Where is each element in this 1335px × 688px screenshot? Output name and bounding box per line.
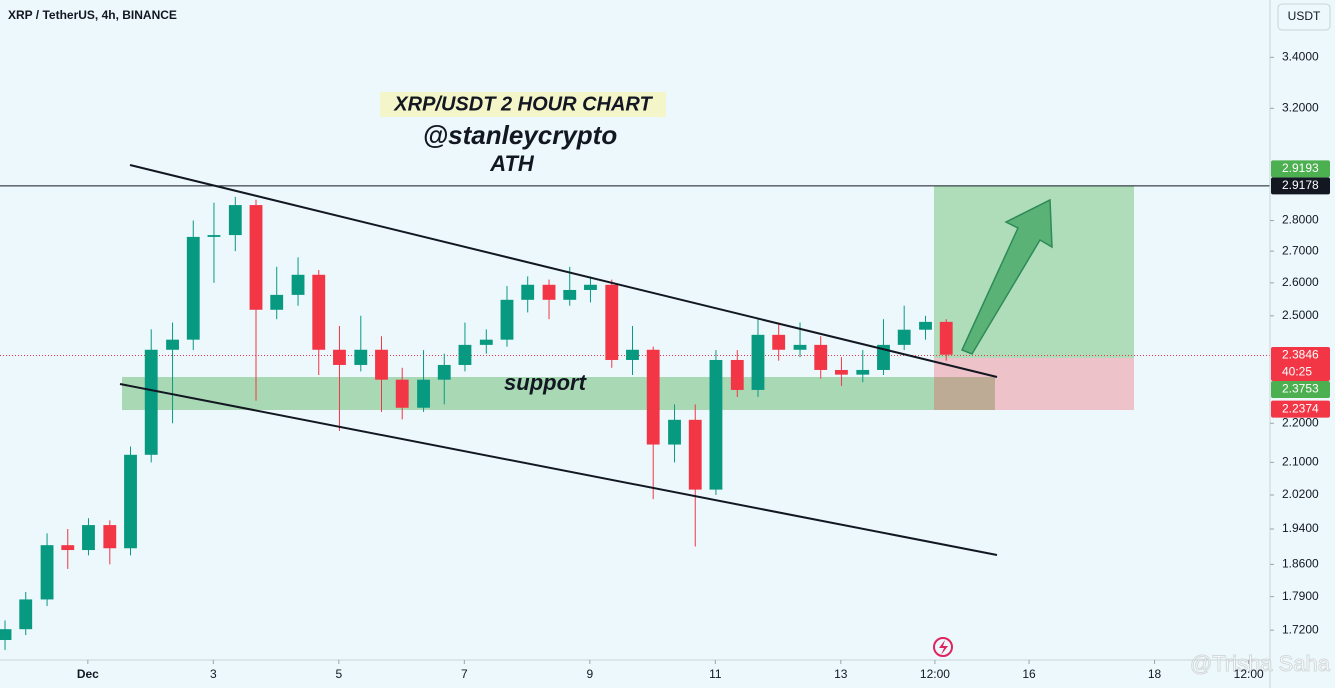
candle-body (354, 349, 368, 365)
candle-body (395, 379, 409, 408)
price-tag (1271, 160, 1330, 178)
candle-body (897, 329, 911, 345)
title-background (380, 92, 666, 117)
candle-body (835, 369, 848, 375)
annotation: XRP/USDT 2 HOUR CHART (393, 93, 653, 115)
candle-body (61, 545, 75, 551)
icon (939, 640, 948, 655)
candle-body (249, 205, 263, 310)
x-tick-label: 12:00 (920, 667, 950, 681)
trend-line (129, 164, 998, 378)
candle-body (0, 629, 12, 640)
candle-body (584, 284, 597, 290)
candle-body (877, 344, 890, 370)
watermark: @Trisha Saha (1190, 651, 1331, 676)
support-zone (122, 377, 995, 410)
currency-button[interactable] (1277, 3, 1331, 31)
candle-body (312, 274, 326, 350)
candle-body (605, 284, 619, 360)
y-tick-label: 2.6000 (1282, 275, 1319, 289)
x-tick-label: 9 (586, 667, 593, 681)
y-tick-label: 2.8000 (1282, 213, 1319, 227)
candle-body (103, 525, 117, 549)
y-tick-label: 3.4000 (1282, 50, 1319, 64)
candle-body (186, 236, 200, 340)
candle-body (709, 359, 723, 490)
price-tag (1271, 347, 1330, 382)
arrow (960, 198, 1053, 355)
candle-body (730, 359, 744, 390)
x-tick-label: 11 (709, 667, 722, 681)
candle-body (563, 289, 577, 300)
price-tag-label: 2.9193 (1282, 161, 1319, 175)
y-tick-label: 2.0200 (1282, 487, 1319, 501)
candle-body (626, 349, 639, 360)
price-tag-label: 2.3846 (1282, 348, 1319, 362)
y-tick-label: 1.8600 (1282, 557, 1319, 571)
currency[interactable]: USDT (1288, 9, 1321, 23)
annotation: @stanleycrypto (423, 120, 618, 150)
candle-body (291, 274, 305, 295)
candle-body (688, 419, 702, 490)
y-tick-label: 2.1000 (1282, 455, 1319, 469)
x-tick-label: 13 (834, 667, 848, 681)
y-tick-label: 2.2000 (1282, 415, 1319, 429)
candle-body (82, 525, 95, 551)
price-tag-label: 2.3753 (1282, 382, 1319, 396)
price-tag (1271, 400, 1330, 418)
x-tick-label: 7 (461, 667, 468, 681)
candle-body (333, 349, 346, 365)
y-tick-label: 1.7900 (1282, 589, 1319, 603)
candle-body (919, 321, 932, 330)
x-tick-label: 18 (1148, 667, 1162, 681)
y-tick-label: 1.9400 (1282, 521, 1319, 535)
y-tick-label: 2.5000 (1282, 308, 1319, 322)
candle-body (228, 205, 242, 236)
annotation: support (504, 370, 588, 395)
candle-body (124, 454, 137, 549)
x-tick-label: 5 (335, 667, 342, 681)
candle-body (375, 349, 388, 380)
candle-body (521, 284, 535, 300)
y-tick-label: 2.7000 (1282, 243, 1319, 257)
candle-body (814, 344, 828, 370)
price-tag (1271, 177, 1330, 195)
candle-body (668, 419, 681, 445)
candle-body (40, 545, 54, 600)
candle-body (646, 349, 660, 445)
candle-body (479, 339, 493, 345)
price-tag-label: 2.2374 (1282, 401, 1319, 415)
x-tick-label: 12:00 (1234, 667, 1264, 681)
candle-body (856, 369, 870, 375)
candle-body (144, 349, 158, 455)
candle-body (500, 299, 514, 340)
price-tag-label: 2.9178 (1282, 178, 1319, 192)
countdown: 40:25 (1282, 365, 1312, 379)
candle-body (19, 599, 33, 630)
price-tag (1271, 381, 1330, 399)
candle-body (772, 334, 786, 350)
y-tick-label: 1.7200 (1282, 622, 1319, 636)
candle-body (437, 364, 451, 380)
stop-zone (934, 358, 1134, 410)
symbol: XRP / TetherUS, 4h, BINANCE (8, 8, 177, 22)
candle-body (751, 334, 765, 390)
candle-body (793, 344, 807, 350)
x-tick-label: Dec (77, 667, 99, 681)
trend-line (119, 383, 998, 556)
candle-body (166, 339, 179, 350)
candle-body (417, 379, 430, 408)
candle-body (207, 235, 221, 237)
y-tick-label: 3.2000 (1282, 100, 1319, 114)
candle-body (458, 344, 472, 365)
x-tick-label: 16 (1022, 667, 1036, 681)
candle-body (939, 321, 953, 355)
candle-body (542, 284, 556, 300)
x-tick-label: 3 (210, 667, 217, 681)
icon[interactable] (933, 637, 953, 657)
annotation: ATH (489, 151, 535, 176)
candle-body (270, 294, 284, 310)
